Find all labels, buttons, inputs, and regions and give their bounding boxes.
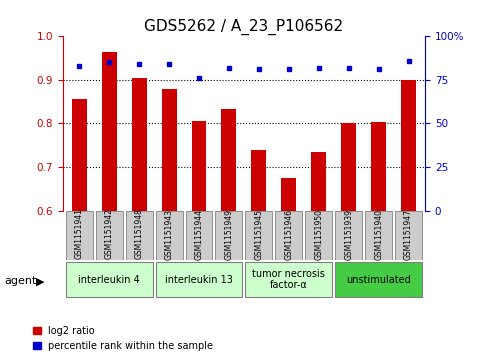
Bar (341, 123, 356, 211)
Bar (335, 211, 362, 260)
Text: GSM1151949: GSM1151949 (225, 209, 233, 260)
Bar (215, 211, 242, 260)
Text: GSM1151948: GSM1151948 (135, 209, 143, 260)
Text: GSM1151943: GSM1151943 (165, 209, 173, 260)
Text: GSM1151946: GSM1151946 (284, 209, 293, 260)
Text: interleukin 13: interleukin 13 (165, 274, 233, 285)
Text: GSM1151941: GSM1151941 (75, 209, 84, 260)
Bar (245, 211, 272, 260)
Legend: log2 ratio, percentile rank within the sample: log2 ratio, percentile rank within the s… (29, 322, 217, 355)
Bar (275, 211, 302, 260)
Text: GSM1151939: GSM1151939 (344, 209, 353, 260)
Bar (162, 89, 177, 211)
Bar (192, 121, 207, 211)
Bar (156, 261, 242, 298)
Bar (305, 211, 332, 260)
Title: GDS5262 / A_23_P106562: GDS5262 / A_23_P106562 (144, 19, 343, 35)
Bar (401, 80, 416, 211)
Text: GSM1151947: GSM1151947 (404, 209, 413, 260)
Bar (156, 211, 183, 260)
Bar (132, 78, 147, 211)
Text: unstimulated: unstimulated (346, 274, 411, 285)
Text: GSM1151950: GSM1151950 (314, 209, 323, 260)
Bar (371, 122, 386, 211)
Bar (335, 261, 422, 298)
Bar (311, 152, 326, 211)
Bar (281, 178, 296, 211)
Bar (185, 211, 213, 260)
Bar (96, 211, 123, 260)
Text: interleukin 4: interleukin 4 (78, 274, 140, 285)
Text: tumor necrosis
factor-α: tumor necrosis factor-α (253, 269, 325, 290)
Bar (365, 211, 392, 260)
Text: agent: agent (5, 276, 37, 286)
Bar (66, 211, 93, 260)
Bar (126, 211, 153, 260)
Text: ▶: ▶ (36, 276, 45, 286)
Bar (102, 52, 117, 211)
Text: GSM1151944: GSM1151944 (195, 209, 203, 260)
Text: GSM1151940: GSM1151940 (374, 209, 383, 260)
Bar (251, 150, 266, 211)
Bar (395, 211, 422, 260)
Bar (222, 109, 237, 211)
Bar (245, 261, 332, 298)
Bar (66, 261, 153, 298)
Bar (72, 99, 87, 211)
Text: GSM1151945: GSM1151945 (255, 209, 263, 260)
Text: GSM1151942: GSM1151942 (105, 209, 114, 260)
